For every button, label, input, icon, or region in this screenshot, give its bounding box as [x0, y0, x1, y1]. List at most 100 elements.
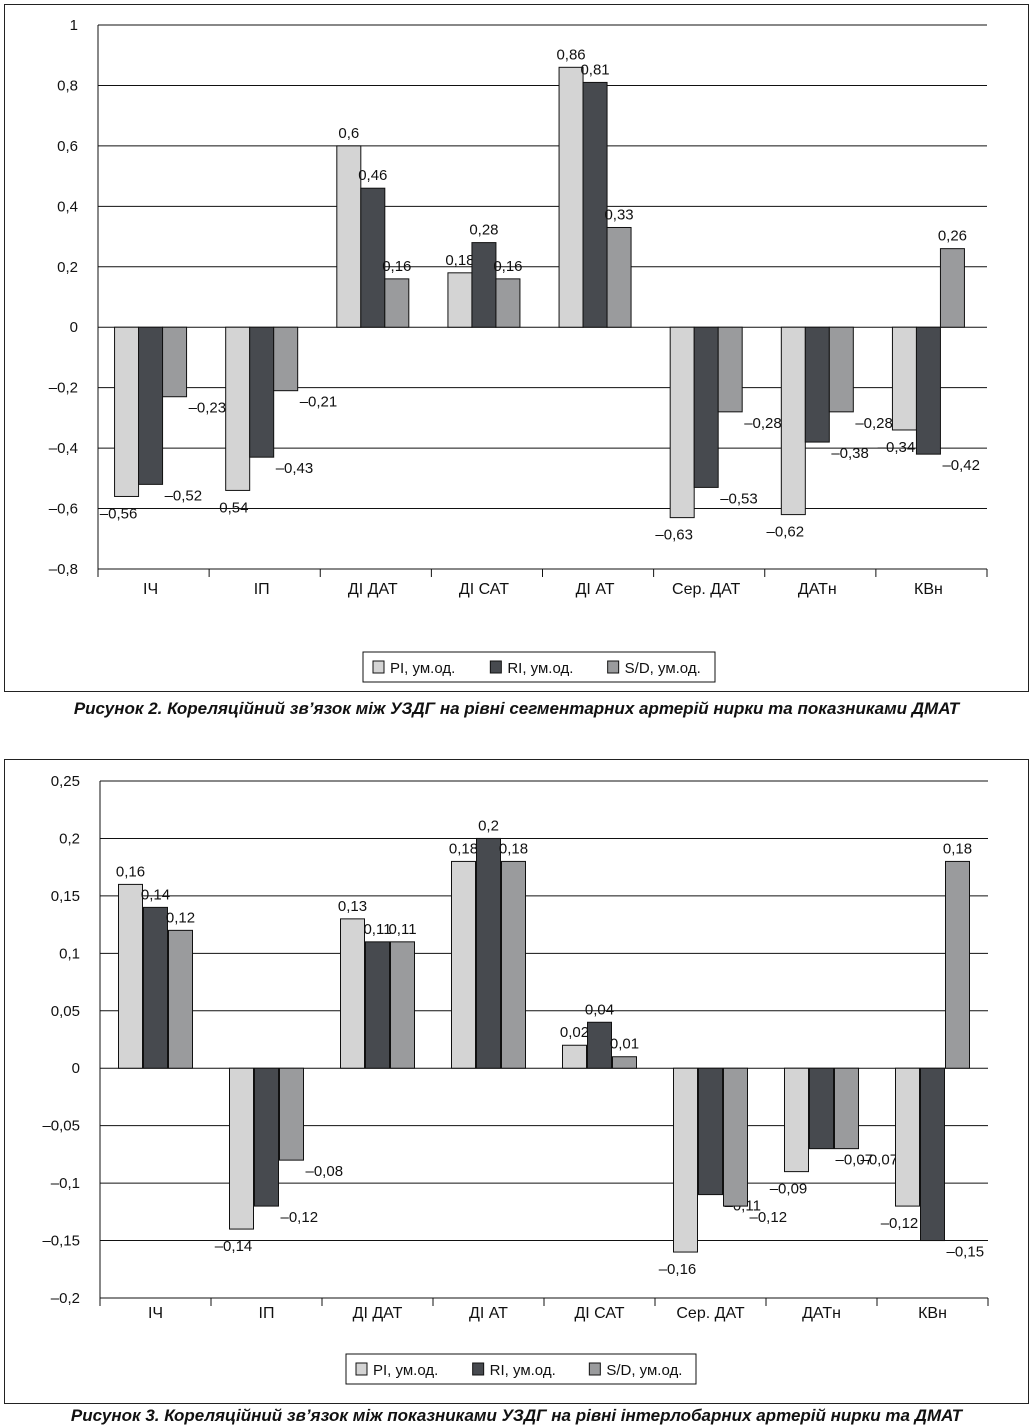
data-label: 0,16 — [382, 258, 411, 275]
bar-ri — [915, 326, 941, 455]
legend-label: RI, ум.од. — [507, 660, 573, 677]
data-label: –0,42 — [942, 457, 980, 474]
data-label: 0,46 — [358, 167, 387, 184]
bar-ri — [804, 326, 830, 443]
data-label: –0,07 — [836, 1152, 874, 1169]
bar-sd — [279, 1067, 304, 1161]
data-label: –0,09 — [770, 1181, 808, 1198]
x-category-label: Сер. ДАТ — [676, 1305, 745, 1322]
bar-pi — [118, 883, 143, 1069]
bar-sd — [723, 1067, 748, 1207]
legend-label: PI, ум.од. — [390, 660, 455, 677]
legend-swatch-ri — [472, 1362, 485, 1376]
legend-swatch-sd — [588, 1362, 601, 1376]
bar-pi — [784, 1067, 809, 1173]
chart-fig3: 0,25 0,2 0,15 0,1 0,05 0 –0,05 –0,1 –0,15 –0,2 ІЧ 0… — [42, 773, 989, 1385]
bar-ri — [254, 1067, 279, 1207]
data-label: –0,63 — [655, 527, 693, 544]
data-label: 0,2 — [478, 817, 499, 834]
y-tick-label: 0,15 — [51, 888, 80, 905]
x-category-label: ІЧ — [148, 1305, 163, 1322]
bar-sd — [717, 326, 743, 413]
bar-sd — [495, 278, 521, 328]
data-label: –0,12 — [281, 1209, 319, 1226]
bar-ri — [582, 81, 608, 328]
legend-swatch-sd — [607, 660, 620, 674]
data-label: 0,6 — [338, 125, 359, 142]
bar-sd — [945, 860, 970, 1069]
x-category-label: КВн — [918, 1305, 947, 1322]
y-tick-label: 0,25 — [51, 773, 80, 790]
figure-2-caption: Рисунок 2. Кореляційний зв’язок між УЗДГ… — [73, 699, 960, 718]
data-label: –0,38 — [831, 445, 869, 462]
y-tick-label: 0,05 — [51, 1003, 80, 1020]
data-label: 0,04 — [585, 1001, 614, 1018]
data-label: 0,13 — [338, 898, 367, 915]
y-tick-label: 0,2 — [59, 830, 80, 847]
bar-sd — [162, 326, 188, 398]
x-category-label: ІЧ — [143, 581, 158, 598]
data-label: 0,81 — [580, 61, 609, 78]
data-label: –0,52 — [165, 487, 203, 504]
bar-pi — [336, 145, 362, 328]
bar-sd — [273, 326, 299, 392]
bar-pi — [895, 1067, 920, 1207]
bar-ri — [920, 1067, 945, 1242]
figure-3-caption: Рисунок 3. Кореляційний зв’язок між пока… — [70, 1406, 963, 1425]
data-label: –0,53 — [720, 490, 758, 507]
bar-pi — [669, 326, 695, 519]
bar-sd — [501, 860, 526, 1069]
y-tick-label: 0 — [70, 319, 78, 336]
x-category-label: ІП — [254, 581, 270, 598]
data-label: 0,33 — [604, 206, 633, 223]
data-label: 0,16 — [493, 258, 522, 275]
legend-label: S/D, ум.од. — [625, 660, 701, 677]
bar-ri — [809, 1067, 834, 1150]
data-label: 0,01 — [610, 1036, 639, 1053]
data-label: 0,18 — [943, 840, 972, 857]
bar-pi — [558, 66, 584, 328]
data-label: –0,23 — [189, 400, 227, 417]
legend-box — [345, 1353, 697, 1385]
bar-ri — [476, 837, 501, 1069]
legend-swatch-ri — [489, 660, 502, 674]
y-tick-label: 0,1 — [59, 945, 80, 962]
data-label: 0,16 — [116, 863, 145, 880]
bar-sd — [828, 326, 854, 413]
bar-pi — [562, 1044, 587, 1069]
bar-pi — [229, 1067, 254, 1230]
data-label: 0,14 — [141, 886, 170, 903]
data-label: 0,28 — [469, 222, 498, 239]
bar-pi — [447, 272, 473, 328]
bar-pi — [340, 918, 365, 1069]
x-category-label: ДІ САТ — [574, 1305, 624, 1322]
data-label: –0,43 — [276, 460, 314, 477]
chart-fig2: 1 0,8 0,6 0,4 0,2 0 –0,2 –0,4 –0,6 –0,8 ІЧ –0,56 –0,… — [49, 17, 988, 683]
legend: PI, ум.од. RI, ум.од. S/D, ум.од. — [345, 1353, 697, 1385]
data-label: 0,18 — [499, 840, 528, 857]
data-label: –0,54 — [211, 499, 249, 516]
data-label: –0,12 — [750, 1209, 788, 1226]
data-label: 0,12 — [166, 909, 195, 926]
data-label: –0,34 — [878, 439, 916, 456]
data-label: –0,15 — [947, 1244, 985, 1261]
data-label: 0,18 — [445, 252, 474, 269]
data-label: 0,11 — [363, 921, 391, 938]
bar-ri — [471, 242, 497, 328]
bar-pi — [673, 1067, 698, 1253]
legend-swatch-pi — [372, 660, 385, 674]
data-label: –0,21 — [300, 394, 338, 411]
y-tick-label: –0,2 — [51, 1290, 80, 1307]
bar-ri — [365, 941, 390, 1069]
bar-ri — [587, 1021, 612, 1069]
legend-label: RI, ум.од. — [490, 1362, 556, 1379]
bar-pi — [114, 326, 140, 497]
x-category-label: ДАТн — [802, 1305, 841, 1322]
y-tick-label: –0,8 — [49, 561, 78, 578]
bar-sd — [606, 226, 632, 328]
y-tick-label: –0,2 — [49, 380, 78, 397]
bar-ri — [143, 906, 168, 1069]
legend-label: S/D, ум.од. — [606, 1362, 682, 1379]
data-label: –0,12 — [881, 1215, 919, 1232]
